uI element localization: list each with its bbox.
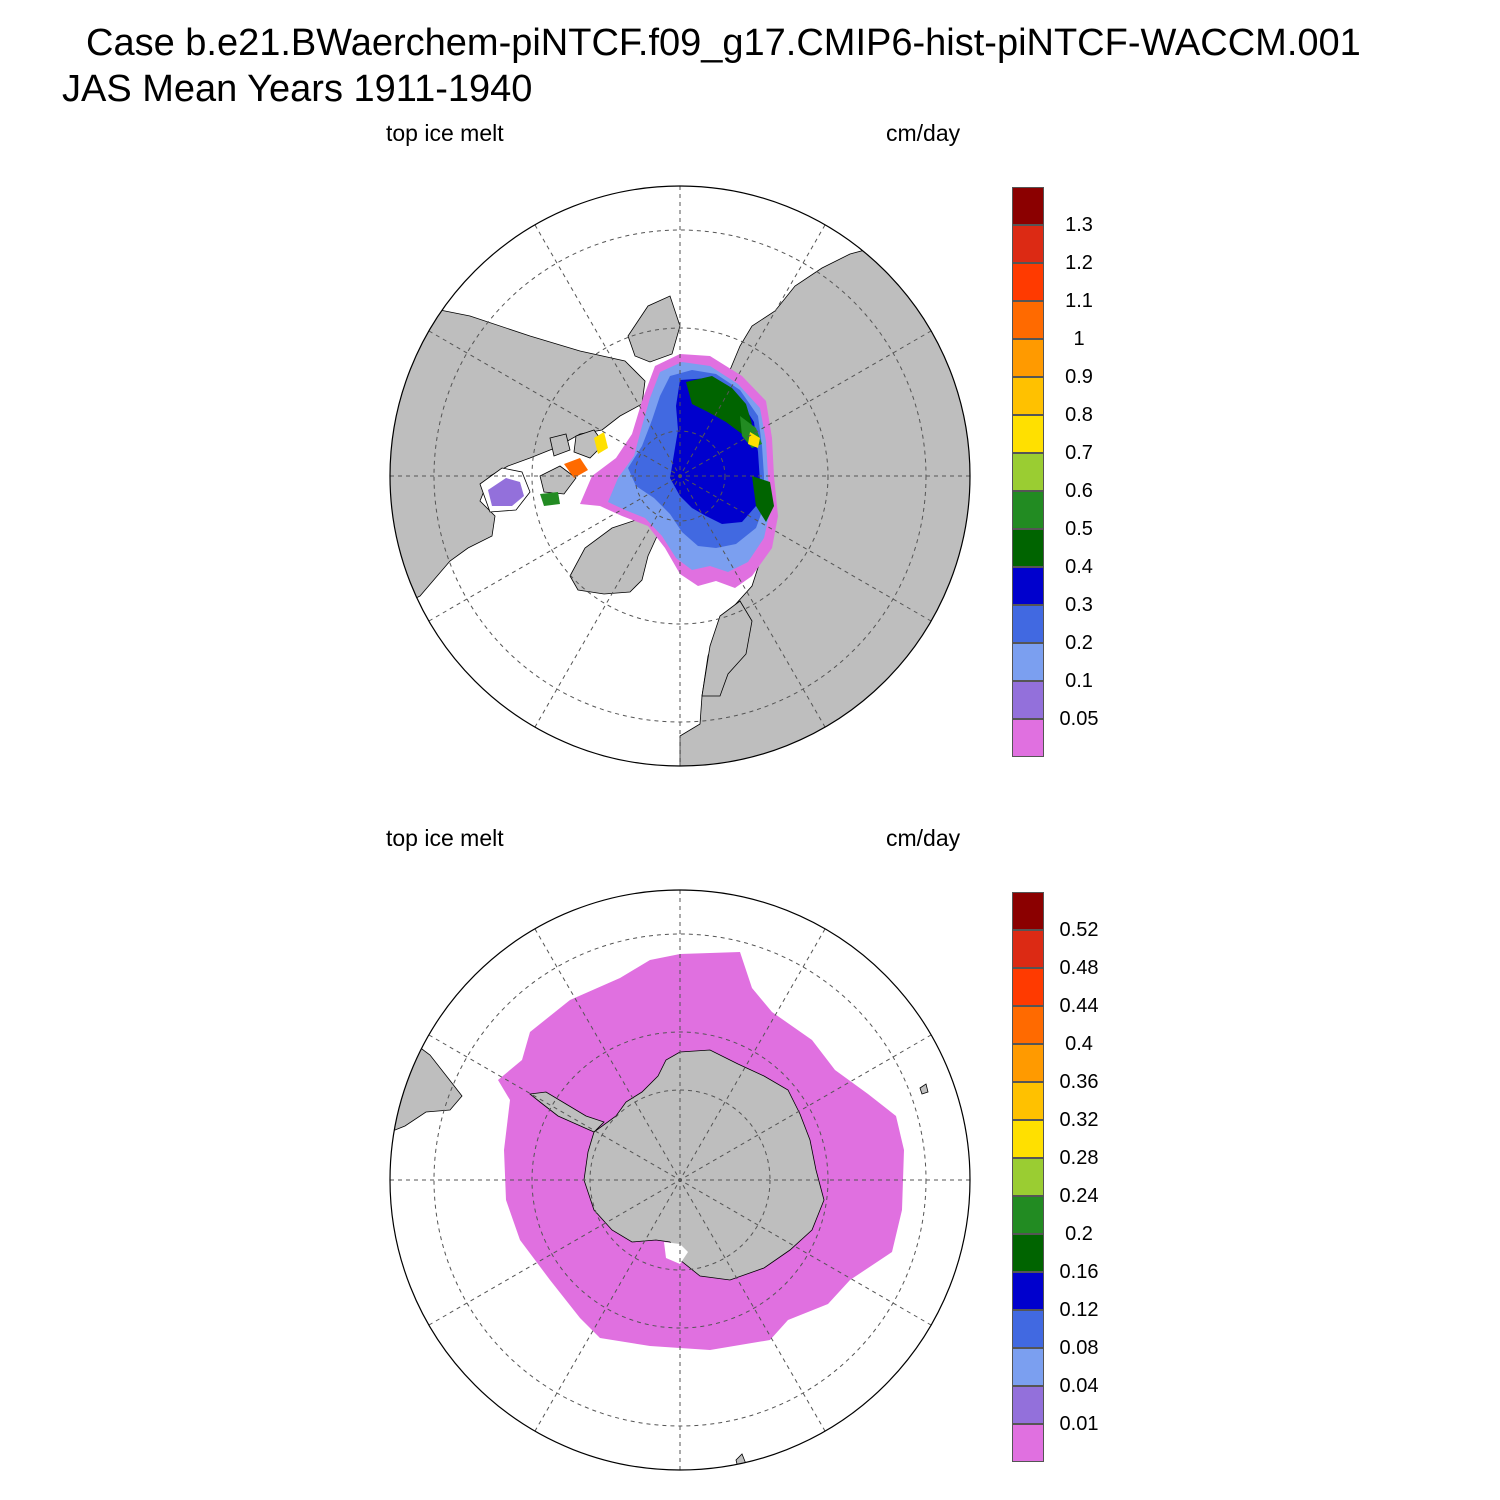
colorbar-box [1012, 1120, 1044, 1158]
figure-title-season: JAS Mean Years 1911-1940 [62, 68, 533, 110]
colorbar-box [1012, 1006, 1044, 1044]
north-ice-purple-hudson [488, 478, 524, 506]
colorbar-level-label: 1.3 [1065, 214, 1093, 236]
north-graticule [390, 186, 970, 766]
colorbar-level-label: 0.12 [1059, 1299, 1099, 1321]
colorbar-box [1012, 187, 1044, 225]
colorbar-level-label: 0.32 [1059, 1109, 1099, 1131]
colorbar-level-label: 0.4 [1065, 556, 1093, 578]
colorbar-level-label: 0.1 [1065, 670, 1093, 692]
colorbar-level-label: 0.01 [1059, 1413, 1099, 1435]
colorbar-box [1012, 1196, 1044, 1234]
colorbar-level-label: 0.8 [1065, 404, 1093, 426]
colorbar-level-label: 1 [1073, 328, 1085, 350]
north-map-border [389, 185, 971, 767]
colorbar-box [1012, 491, 1044, 529]
colorbar-box [1012, 1082, 1044, 1120]
colorbar-level-label: 0.44 [1059, 995, 1099, 1017]
colorbar-box [1012, 1272, 1044, 1310]
colorbar-box [1012, 1386, 1044, 1424]
colorbar-box [1012, 719, 1044, 757]
colorbar-level-label: 0.2 [1065, 632, 1093, 654]
colorbar-box [1012, 453, 1044, 491]
figure-title-case: Case b.e21.BWaerchem-piNTCF.f09_g17.CMIP… [86, 22, 1361, 64]
north-panel-units-label: cm/day [886, 120, 961, 146]
colorbar-level-label: 1.1 [1065, 290, 1093, 312]
colorbar-box [1012, 1158, 1044, 1196]
colorbar-box [1012, 415, 1044, 453]
north-land-archipelago-1 [539, 465, 577, 495]
colorbar-box [1012, 301, 1044, 339]
north-panel-variable-label: top ice melt [386, 120, 504, 146]
colorbar-level-label: 0.5 [1065, 518, 1093, 540]
colorbar-level-label: 0.24 [1059, 1185, 1099, 1207]
colorbar-box [1012, 529, 1044, 567]
colorbar-level-label: 0.7 [1065, 442, 1093, 464]
colorbar-box [1012, 968, 1044, 1006]
colorbar-box [1012, 1044, 1044, 1082]
colorbar-box [1012, 263, 1044, 301]
south-land-island-east [919, 1083, 929, 1095]
south-graticule [390, 890, 970, 1470]
colorbar-level-label: 0.48 [1059, 957, 1099, 979]
north-ice-orange-archipelago [564, 458, 588, 478]
colorbar-box [1012, 1234, 1044, 1272]
colorbar-level-label: 0.16 [1059, 1261, 1099, 1283]
north-colorbar [1012, 187, 1046, 757]
south-map-border [389, 889, 971, 1471]
north-ice-yellow [748, 432, 760, 448]
colorbar-box [1012, 643, 1044, 681]
colorbar-box [1012, 567, 1044, 605]
colorbar-level-label: 0.52 [1059, 919, 1099, 941]
south-polar-map [389, 889, 971, 1471]
colorbar-level-label: 0.05 [1059, 708, 1099, 730]
colorbar-box [1012, 1310, 1044, 1348]
colorbar-box [1012, 1348, 1044, 1386]
south-water-ross-sea [664, 1242, 688, 1264]
north-ice-dark-green [686, 376, 752, 434]
north-land-scandinavia [701, 600, 753, 697]
south-panel-units-label: cm/day [886, 825, 961, 851]
colorbar-box [1012, 930, 1044, 968]
colorbar-level-label: 0.28 [1059, 1147, 1099, 1169]
colorbar-level-label: 0.08 [1059, 1337, 1099, 1359]
colorbar-box [1012, 339, 1044, 377]
colorbar-level-label: 1.2 [1065, 252, 1093, 274]
colorbar-level-label: 0.6 [1065, 480, 1093, 502]
north-ice-dark-green-siberia [752, 476, 774, 522]
colorbar-level-label: 0.4 [1065, 1033, 1093, 1055]
colorbar-level-label: 0.2 [1065, 1223, 1093, 1245]
colorbar-level-label: 0.3 [1065, 594, 1093, 616]
colorbar-box [1012, 225, 1044, 263]
colorbar-level-label: 0.9 [1065, 366, 1093, 388]
colorbar-box [1012, 681, 1044, 719]
north-land-archipelago-3 [549, 433, 571, 457]
north-ice-yellow-archipelago [594, 432, 608, 454]
south-land-antarctic-peninsula [529, 1091, 605, 1133]
north-ice-green-archipelago [540, 492, 560, 506]
south-panel-variable-label: top ice melt [386, 825, 504, 851]
colorbar-box [1012, 892, 1044, 930]
south-colorbar [1012, 892, 1046, 1462]
colorbar-box [1012, 1424, 1044, 1462]
north-land-greenland [569, 517, 659, 595]
colorbar-box [1012, 605, 1044, 643]
north-polar-map [389, 185, 971, 767]
north-land-chukotka [627, 295, 681, 363]
colorbar-level-label: 0.04 [1059, 1375, 1099, 1397]
colorbar-box [1012, 377, 1044, 415]
colorbar-level-label: 0.36 [1059, 1071, 1099, 1093]
